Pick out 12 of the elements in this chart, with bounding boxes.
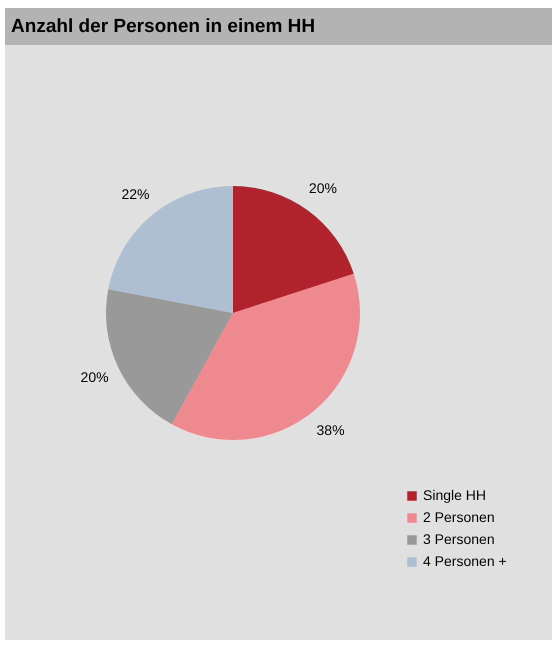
data-label: 20% bbox=[308, 180, 337, 196]
data-label: 20% bbox=[80, 369, 109, 386]
legend-label: 4 Personen + bbox=[423, 553, 507, 569]
chart-title: Anzahl der Personen in einem HH bbox=[5, 8, 552, 45]
legend-label: Single HH bbox=[423, 487, 486, 503]
data-label: 22% bbox=[121, 186, 150, 202]
legend-label: 3 Personen bbox=[423, 531, 495, 547]
pie-slice bbox=[172, 274, 360, 440]
pie-slice bbox=[106, 289, 233, 424]
legend-label: 2 Personen bbox=[423, 509, 495, 525]
data-label: 38% bbox=[316, 422, 345, 438]
pie-slice bbox=[108, 186, 233, 313]
